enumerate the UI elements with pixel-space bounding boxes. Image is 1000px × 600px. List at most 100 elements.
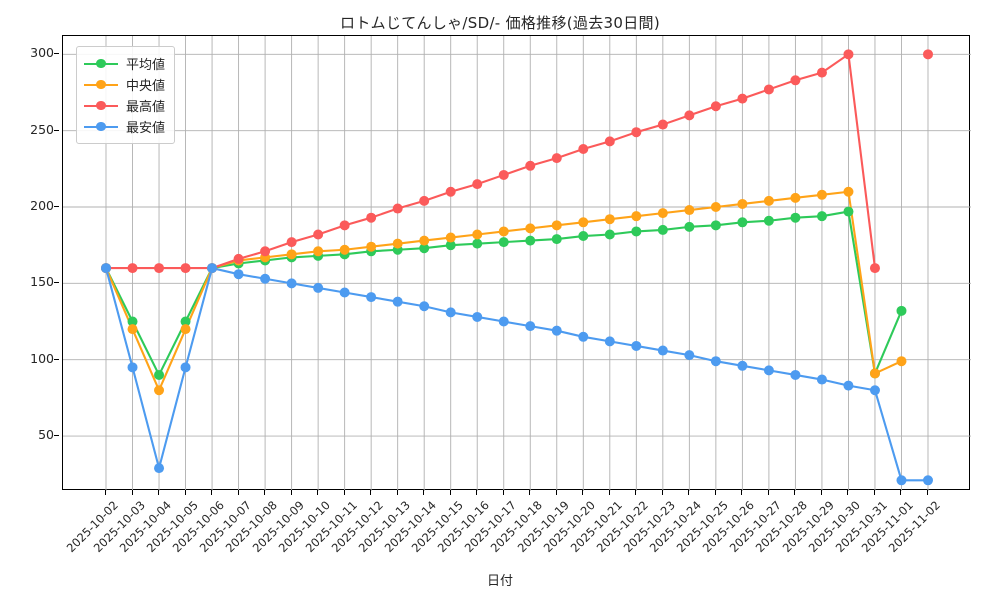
x-tick-mark bbox=[237, 490, 239, 495]
x-tick-mark bbox=[343, 490, 345, 495]
data-point bbox=[737, 198, 748, 209]
data-point bbox=[657, 345, 668, 356]
data-point bbox=[816, 374, 827, 385]
data-point bbox=[790, 192, 801, 203]
x-tick-mark bbox=[873, 490, 875, 495]
data-point bbox=[233, 253, 244, 264]
data-point bbox=[498, 169, 509, 180]
data-point bbox=[816, 67, 827, 78]
data-point bbox=[763, 365, 774, 376]
data-point bbox=[869, 385, 880, 396]
x-tick-mark bbox=[396, 490, 398, 495]
x-tick-mark bbox=[529, 490, 531, 495]
y-tick-label: 250 bbox=[30, 121, 54, 137]
x-tick-mark bbox=[264, 490, 266, 495]
chart-title: ロトムじてんしゃ/SD/- 価格推移(過去30日間) bbox=[340, 14, 660, 32]
data-point bbox=[790, 75, 801, 86]
data-point bbox=[869, 368, 880, 379]
data-point bbox=[631, 211, 642, 222]
legend-item[interactable]: 最安値 bbox=[84, 116, 165, 137]
data-point bbox=[233, 269, 244, 280]
x-tick-mark bbox=[158, 490, 160, 495]
x-tick-mark bbox=[794, 490, 796, 495]
series-line-2 bbox=[104, 53, 877, 270]
data-point bbox=[419, 235, 430, 246]
legend-swatch-icon bbox=[84, 57, 118, 71]
data-point bbox=[472, 311, 483, 322]
data-point bbox=[604, 214, 615, 225]
data-point bbox=[154, 369, 165, 380]
data-point bbox=[286, 278, 297, 289]
x-tick-mark bbox=[714, 490, 716, 495]
data-point bbox=[551, 153, 562, 164]
data-point bbox=[763, 84, 774, 95]
data-point bbox=[366, 241, 377, 252]
y-tick-label: 300 bbox=[30, 45, 54, 61]
data-point bbox=[313, 282, 324, 293]
data-point bbox=[657, 224, 668, 235]
series-line-3 bbox=[104, 267, 930, 482]
data-point bbox=[737, 93, 748, 104]
y-tick-label: 100 bbox=[30, 350, 54, 366]
plot-area: 平均値 中央値最高値最安値 bbox=[62, 35, 971, 491]
data-point bbox=[843, 380, 854, 391]
data-point bbox=[657, 119, 668, 130]
legend-label: 最安値 bbox=[126, 121, 166, 136]
data-point bbox=[816, 189, 827, 200]
data-point bbox=[127, 263, 138, 274]
x-tick-mark bbox=[635, 490, 637, 495]
data-point bbox=[578, 331, 589, 342]
data-point bbox=[260, 273, 271, 284]
legend-item[interactable]: 最高値 bbox=[84, 95, 165, 116]
data-point bbox=[286, 237, 297, 248]
data-point bbox=[843, 186, 854, 197]
legend-swatch-icon bbox=[84, 99, 118, 113]
data-point bbox=[392, 203, 403, 214]
data-point bbox=[419, 243, 430, 254]
data-point bbox=[684, 350, 695, 361]
data-point bbox=[392, 296, 403, 307]
legend-swatch-icon bbox=[84, 120, 118, 134]
data-point bbox=[578, 217, 589, 228]
y-tick-mark bbox=[54, 53, 59, 55]
data-point bbox=[127, 362, 138, 373]
data-point bbox=[710, 101, 721, 112]
x-axis-label: 日付 bbox=[486, 574, 513, 589]
data-point bbox=[127, 324, 138, 335]
legend-item[interactable]: 中央値 bbox=[84, 74, 165, 95]
data-point bbox=[419, 195, 430, 206]
data-point bbox=[472, 229, 483, 240]
x-tick-mark bbox=[688, 490, 690, 495]
data-point bbox=[339, 220, 350, 231]
data-point bbox=[339, 244, 350, 255]
data-point bbox=[710, 356, 721, 367]
data-point bbox=[578, 143, 589, 154]
data-point bbox=[525, 235, 536, 246]
data-point bbox=[180, 362, 191, 373]
data-point bbox=[472, 238, 483, 249]
data-point bbox=[843, 206, 854, 217]
data-point bbox=[207, 263, 218, 274]
legend-label: 最高値 bbox=[126, 100, 166, 115]
data-point bbox=[843, 49, 854, 60]
data-point bbox=[525, 160, 536, 171]
data-point bbox=[763, 195, 774, 206]
x-tick-mark bbox=[476, 490, 478, 495]
data-point bbox=[498, 316, 509, 327]
y-tick-label: 200 bbox=[30, 198, 54, 213]
data-point bbox=[101, 263, 111, 274]
series-line-1 bbox=[104, 190, 903, 392]
data-point bbox=[180, 263, 191, 274]
x-tick-mark bbox=[820, 490, 822, 495]
legend: 平均値 中央値最高値最安値 bbox=[76, 46, 176, 144]
y-tick-mark bbox=[54, 358, 59, 360]
data-point bbox=[657, 208, 668, 219]
data-point bbox=[604, 336, 615, 347]
x-tick-mark bbox=[449, 490, 451, 495]
x-tick-mark bbox=[900, 490, 902, 495]
data-point bbox=[896, 356, 907, 367]
legend-item[interactable]: 平均値 bbox=[84, 53, 165, 74]
y-tick-label: 50 bbox=[38, 427, 54, 443]
data-point bbox=[260, 246, 271, 257]
